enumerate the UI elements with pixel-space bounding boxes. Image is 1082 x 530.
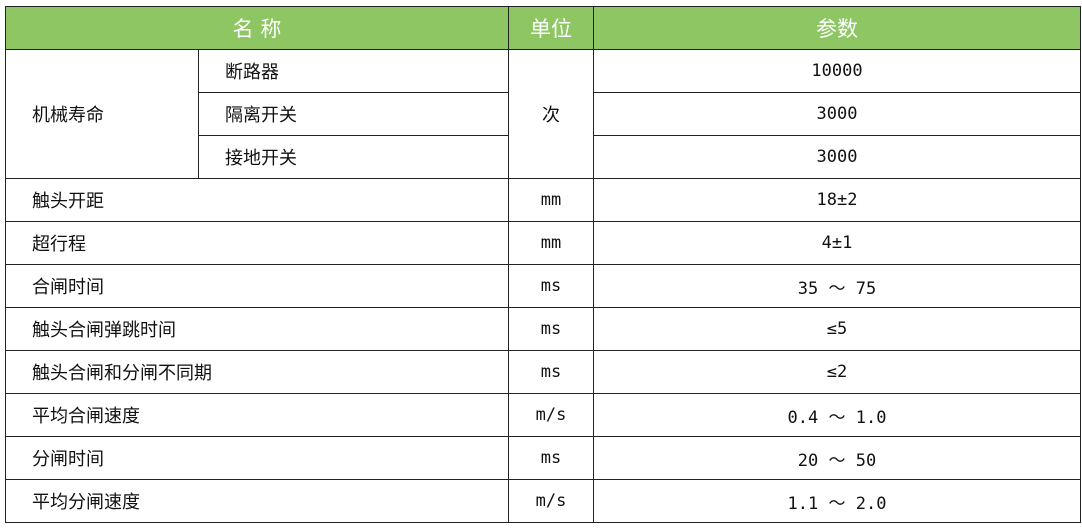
header-param: 参数 (593, 6, 1081, 50)
row-value: ≤5 (593, 307, 1081, 351)
row-value: 20 ～ 50 (593, 436, 1081, 480)
table-row: 触头开距 mm 18±2 (5, 178, 1081, 222)
sub-item-value: 3000 (593, 92, 1081, 136)
table-row: 接地开关 3000 (6, 135, 1081, 179)
row-unit: mm (508, 178, 594, 222)
header-name: 名 称 (5, 6, 509, 50)
row-name: 触头开距 (5, 178, 509, 222)
table-row: 超行程 mm 4±1 (5, 221, 1081, 265)
header-row: 名 称 单位 参数 (5, 6, 1081, 50)
row-name: 超行程 (5, 221, 509, 265)
sub-item-name: 隔离开关 (198, 92, 509, 136)
row-value: 4±1 (593, 221, 1081, 265)
sub-item-name: 接地开关 (198, 135, 509, 179)
row-value: 0.4 ～ 1.0 (593, 393, 1081, 437)
mechanical-life-unit: 次 (508, 49, 594, 179)
row-unit: ms (508, 307, 594, 351)
sub-item-value: 10000 (593, 49, 1081, 93)
row-value: ≤2 (593, 350, 1081, 394)
table-row: 分闸时间 ms 20 ～ 50 (5, 436, 1081, 480)
sub-item-name: 断路器 (198, 49, 509, 93)
table-row: 机械寿命 断路器 次 10000 (5, 49, 1081, 179)
row-unit: ms (508, 350, 594, 394)
row-unit: mm (508, 221, 594, 265)
row-value: 35 ～ 75 (593, 264, 1081, 308)
spec-table: 名 称 单位 参数 机械寿命 断路器 次 10000 隔离开关 3000 接地开… (5, 6, 1081, 523)
row-unit: m/s (508, 479, 594, 523)
table-row: 触头合闸弹跳时间 ms ≤5 (5, 307, 1081, 351)
row-name: 分闸时间 (5, 436, 509, 480)
row-value: 1.1 ～ 2.0 (593, 479, 1081, 523)
table-row: 合闸时间 ms 35 ～ 75 (5, 264, 1081, 308)
row-unit: m/s (508, 393, 594, 437)
table-row: 平均合闸速度 m/s 0.4 ～ 1.0 (5, 393, 1081, 437)
row-unit: ms (508, 436, 594, 480)
row-name: 触头合闸弹跳时间 (5, 307, 509, 351)
row-name: 平均合闸速度 (5, 393, 509, 437)
table-row: 平均分闸速度 m/s 1.1 ～ 2.0 (5, 479, 1081, 523)
row-unit: ms (508, 264, 594, 308)
header-unit: 单位 (508, 6, 594, 50)
sub-item-value: 3000 (593, 135, 1081, 179)
table-row: 触头合闸和分闸不同期 ms ≤2 (5, 350, 1081, 394)
row-name: 合闸时间 (5, 264, 509, 308)
table-row: 隔离开关 3000 (6, 92, 1081, 136)
row-value: 18±2 (593, 178, 1081, 222)
row-name: 触头合闸和分闸不同期 (5, 350, 509, 394)
row-name: 平均分闸速度 (5, 479, 509, 523)
mechanical-life-label: 机械寿命 (5, 49, 199, 179)
